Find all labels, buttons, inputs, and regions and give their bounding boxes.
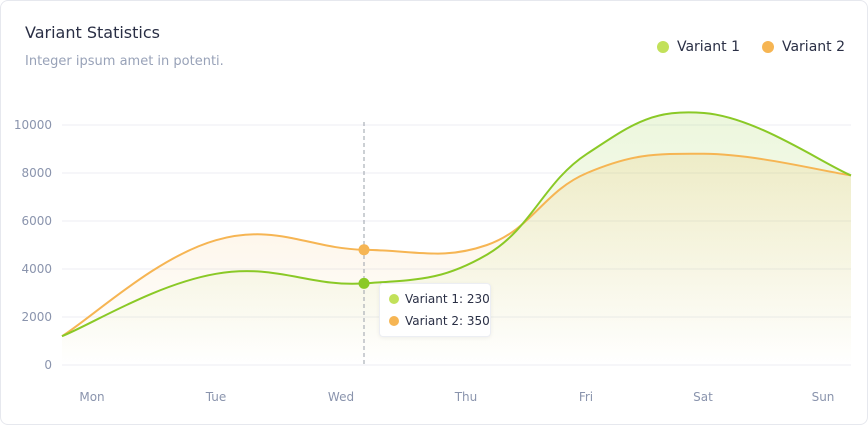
y-tick-label: 4000 <box>21 262 52 276</box>
x-tick-label-thu: Thu <box>454 390 478 404</box>
marker-variant-1[interactable] <box>358 277 370 289</box>
y-tick-label: 10000 <box>14 118 52 132</box>
legend-label-variant-1: Variant 1 <box>676 39 740 55</box>
chart-title: Variant Statistics <box>25 23 160 42</box>
x-tick-label-sun: Sun <box>812 390 835 404</box>
tooltip-dot-variant-1 <box>389 294 399 304</box>
x-tick-label-tue: Tue <box>205 390 227 404</box>
y-tick-label: 6000 <box>21 214 52 228</box>
y-tick-label: 2000 <box>21 310 52 324</box>
line-variant-2[interactable] <box>61 152 852 338</box>
tooltip-row-variant-2: Variant 2: 350 <box>389 314 490 328</box>
tooltip-text-variant-2: Variant 2: 350 <box>405 314 490 328</box>
x-tick-label-wed: Wed <box>328 390 354 404</box>
y-tick-label: 8000 <box>21 166 52 180</box>
area-variant-1 <box>62 112 851 365</box>
tooltip-row-variant-1: Variant 1: 230 <box>389 292 490 306</box>
line-variant-1[interactable] <box>61 111 852 338</box>
y-tick-label: 0 <box>44 358 52 372</box>
legend-item-variant-2[interactable]: Variant 2 <box>761 39 845 55</box>
x-tick-label-sat: Sat <box>693 390 713 404</box>
x-tick-label-mon: Mon <box>79 390 104 404</box>
legend-item-variant-1[interactable]: Variant 1 <box>656 39 740 55</box>
legend-label-variant-2: Variant 2 <box>781 39 845 55</box>
legend-dot-variant-2 <box>761 41 774 53</box>
tooltip-dot-variant-2 <box>389 316 399 326</box>
chart-tooltip: Variant 1: 230 Variant 2: 350 <box>379 283 491 337</box>
legend: Variant 1 Variant 2 <box>656 39 845 55</box>
legend-dot-variant-1 <box>656 41 669 53</box>
marker-variant-2[interactable] <box>358 244 370 256</box>
tooltip-text-variant-1: Variant 1: 230 <box>405 292 490 306</box>
chart-subtitle: Integer ipsum amet in potenti. <box>25 54 224 69</box>
x-tick-label-fri: Fri <box>579 390 593 404</box>
